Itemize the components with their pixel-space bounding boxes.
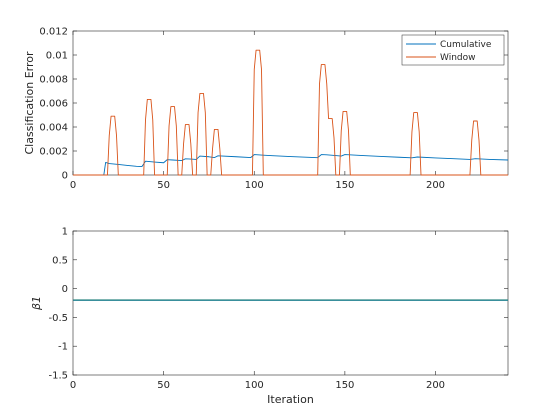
x-tick-label: 200 — [426, 180, 445, 191]
y-tick-label: 0.5 — [52, 255, 68, 266]
x-tick-label: 200 — [426, 380, 445, 391]
plot-area-frame — [72, 230, 509, 376]
legend-label: Window — [440, 53, 476, 63]
x-tick-label: 100 — [245, 180, 264, 191]
y-tick-label: 0 — [62, 171, 68, 182]
y-tick-label: 1 — [62, 227, 68, 238]
series-line-cumulative — [73, 154, 509, 176]
y-tick-label: 0.008 — [39, 75, 68, 86]
legend-label: Cumulative — [440, 40, 492, 50]
y-tick-label: -1.5 — [48, 371, 68, 382]
y-tick-label: 0 — [62, 284, 68, 295]
legend: Cumulative Window — [401, 34, 505, 66]
legend-box — [401, 34, 505, 66]
error-axes: 0 0.002 0.004 0.006 0.008 0.01 0.012 0 50 100 150 2… — [23, 27, 509, 191]
y-tick-label: 0.004 — [39, 123, 68, 134]
x-tick-label: 150 — [335, 180, 354, 191]
x-tick-label: 0 — [70, 380, 76, 391]
y-tick-label: -1 — [58, 342, 68, 353]
x-axis-label: Iteration — [267, 393, 314, 406]
x-tick-label: 100 — [245, 380, 264, 391]
y-tick-label: 0.01 — [46, 51, 68, 62]
x-tick-label: 150 — [335, 380, 354, 391]
y-axis-label: Classification Error — [23, 51, 36, 155]
x-tick-label: 50 — [157, 180, 170, 191]
y-axis-label: β1 — [30, 296, 43, 311]
beta-axes: -1.5 -1 -0.5 0 0.5 1 0 50 100 150 200 β1 Iteration — [30, 227, 509, 406]
x-tick-label: 0 — [70, 180, 76, 191]
series-line-window — [73, 49, 508, 176]
y-tick-label: 0.012 — [39, 27, 68, 38]
y-tick-label: 0.006 — [39, 99, 68, 110]
y-tick-label: 0.002 — [39, 147, 68, 158]
x-tick-label: 50 — [157, 380, 170, 391]
y-tick-label: -0.5 — [48, 313, 68, 324]
